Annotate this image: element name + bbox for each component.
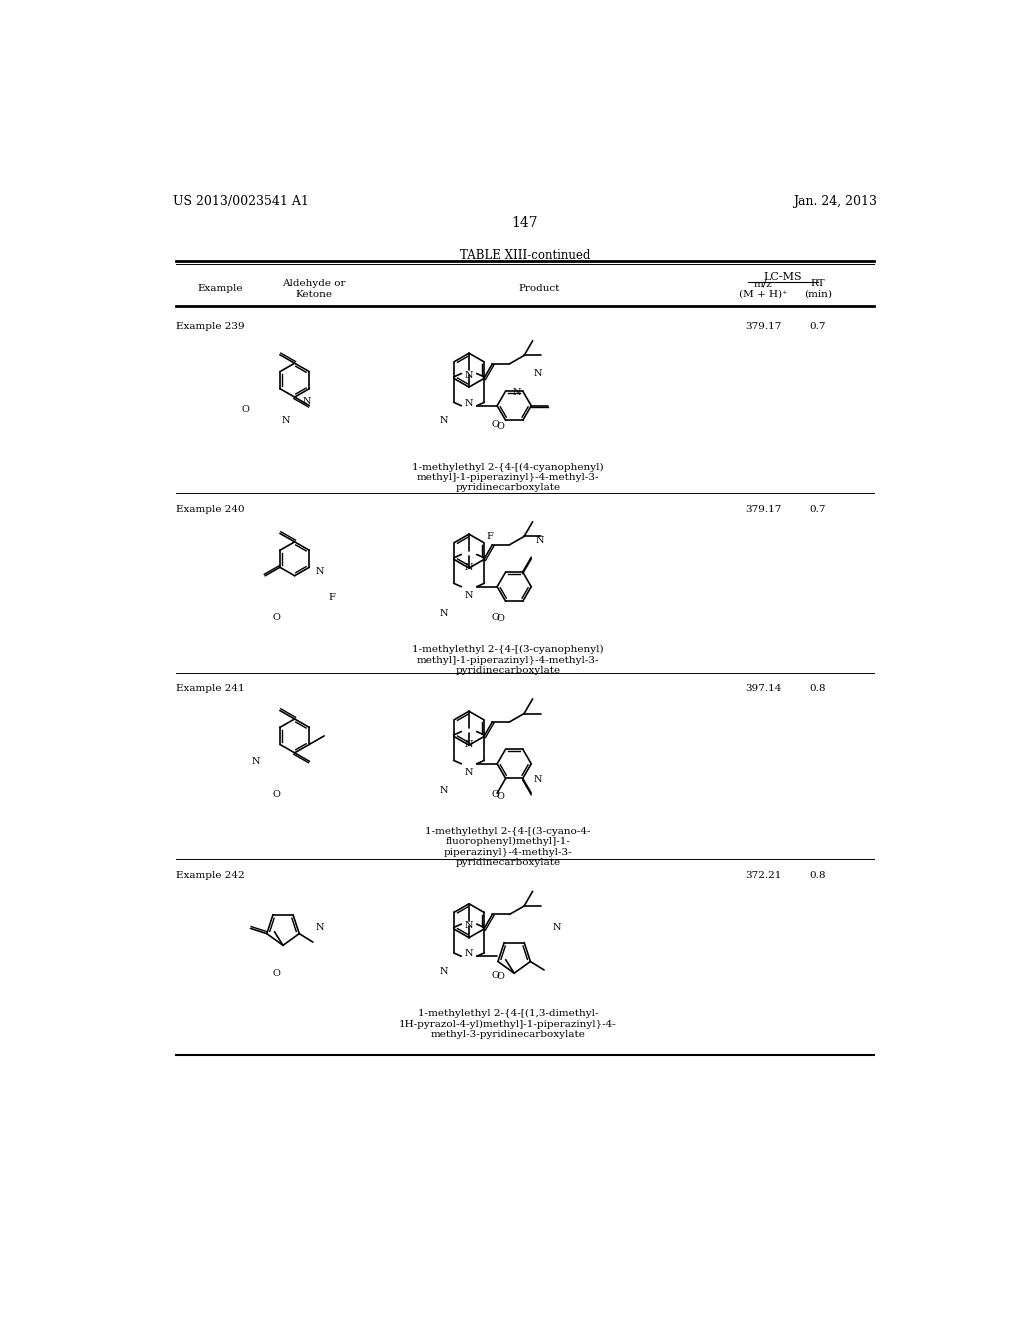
- Text: TABLE XIII-continued: TABLE XIII-continued: [460, 249, 590, 263]
- Text: N: N: [315, 568, 324, 577]
- Text: O: O: [492, 612, 500, 622]
- Text: N: N: [302, 397, 311, 407]
- Text: N: N: [465, 399, 473, 408]
- Text: N: N: [465, 768, 473, 777]
- Text: N: N: [439, 417, 449, 425]
- Text: 1-methylethyl 2-{4-[(4-cyanophenyl)
methyl]-1-piperazinyl}-4-methyl-3-
pyridinec: 1-methylethyl 2-{4-[(4-cyanophenyl) meth…: [412, 462, 603, 492]
- Text: Example 242: Example 242: [176, 871, 245, 879]
- Text: 1-methylethyl 2-{4-[(3-cyanophenyl)
methyl]-1-piperazinyl}-4-methyl-3-
pyridinec: 1-methylethyl 2-{4-[(3-cyanophenyl) meth…: [412, 645, 603, 675]
- Text: N: N: [552, 923, 561, 932]
- Text: 0.8: 0.8: [810, 684, 826, 693]
- Text: N: N: [534, 775, 542, 784]
- Text: Example 239: Example 239: [176, 322, 245, 330]
- Text: LC-MS: LC-MS: [764, 272, 802, 282]
- Text: RT
(min): RT (min): [804, 280, 831, 298]
- Text: N: N: [465, 921, 473, 931]
- Text: N: N: [315, 923, 324, 932]
- Text: Aldehyde or
Ketone: Aldehyde or Ketone: [283, 280, 346, 298]
- Text: N: N: [465, 741, 473, 750]
- Text: 1-methylethyl 2-{4-[(3-cyano-4-
fluorophenyl)methyl]-1-
piperazinyl}-4-methyl-3-: 1-methylethyl 2-{4-[(3-cyano-4- fluoroph…: [425, 826, 591, 867]
- Text: O: O: [272, 612, 281, 622]
- Text: N: N: [439, 787, 449, 795]
- Text: Jan. 24, 2013: Jan. 24, 2013: [793, 195, 877, 209]
- Text: N: N: [282, 416, 290, 425]
- Text: N: N: [513, 388, 521, 397]
- Text: 379.17: 379.17: [745, 506, 781, 513]
- Text: 0.7: 0.7: [810, 322, 826, 330]
- Text: N: N: [439, 609, 449, 618]
- Text: O: O: [242, 405, 250, 414]
- Text: 147: 147: [511, 216, 539, 230]
- Text: F: F: [486, 532, 494, 541]
- Text: O: O: [272, 969, 281, 978]
- Text: Example 240: Example 240: [176, 506, 245, 513]
- Text: N: N: [251, 756, 260, 766]
- Text: 372.21: 372.21: [745, 871, 781, 879]
- Text: 1-methylethyl 2-{4-[(1,3-dimethyl-
1H-pyrazol-4-yl)methyl]-1-piperazinyl}-4-
met: 1-methylethyl 2-{4-[(1,3-dimethyl- 1H-py…: [399, 1010, 616, 1039]
- Text: N: N: [465, 371, 473, 380]
- Text: N: N: [465, 949, 473, 958]
- Text: m/z
(M + H)⁺: m/z (M + H)⁺: [739, 280, 787, 298]
- Text: N: N: [536, 536, 544, 545]
- Text: N: N: [465, 591, 473, 601]
- Text: O: O: [496, 614, 504, 623]
- Text: O: O: [496, 973, 504, 982]
- Text: O: O: [272, 789, 281, 799]
- Text: 379.17: 379.17: [745, 322, 781, 330]
- Text: N: N: [439, 968, 449, 975]
- Text: O: O: [496, 422, 504, 430]
- Text: 0.7: 0.7: [810, 506, 826, 513]
- Text: US 2013/0023541 A1: US 2013/0023541 A1: [173, 195, 309, 209]
- Text: O: O: [492, 789, 500, 799]
- Text: 397.14: 397.14: [745, 684, 781, 693]
- Text: Product: Product: [518, 284, 559, 293]
- Text: 0.8: 0.8: [810, 871, 826, 879]
- Text: N: N: [534, 370, 542, 379]
- Text: F: F: [328, 593, 335, 602]
- Text: Example: Example: [198, 284, 244, 293]
- Text: O: O: [492, 420, 500, 429]
- Text: Example 241: Example 241: [176, 684, 245, 693]
- Text: O: O: [492, 972, 500, 979]
- Text: N: N: [465, 564, 473, 573]
- Text: O: O: [496, 792, 504, 800]
